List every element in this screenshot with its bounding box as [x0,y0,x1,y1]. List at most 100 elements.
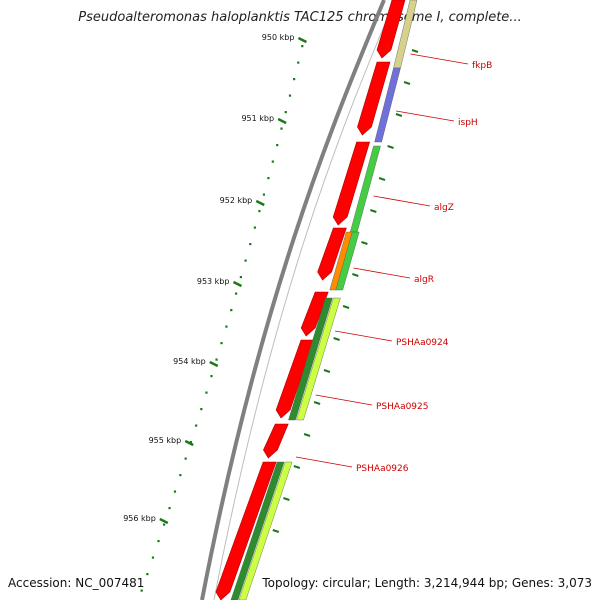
gene-label-PSHAa0925[interactable]: PSHAa0925 [376,402,428,412]
scale-dot [157,540,160,543]
scale-dot [205,391,208,394]
gene-leader-line [353,267,411,279]
gene-label-algZ[interactable]: algZ [434,203,454,213]
feature-dash [411,49,419,53]
gene-label-PSHAa0926[interactable]: PSHAa0926 [356,464,409,474]
feature-dash [333,337,340,341]
feature-dash [303,433,311,437]
scale-dot [230,309,233,312]
cds-arrow [275,339,315,419]
feature-bar-PSHAa0926 [238,461,293,600]
scale-tick-label: 951 kbp [241,114,274,123]
cds-arrow [300,291,329,337]
gene-leader-line [396,110,455,122]
scale-dot [249,243,252,246]
scale-dot [253,226,256,229]
scale-dot [220,342,223,345]
cds-arrow [332,141,371,226]
scale-dot [267,177,270,180]
cds-arrow [317,227,347,281]
scale-dot [288,94,292,97]
scale-dot [297,61,300,64]
scale-dot [258,210,261,213]
scale-dot [210,375,213,378]
feature-dash [272,529,280,533]
scale-dot [184,457,187,460]
feature-dash [387,145,394,149]
scale-dot [235,292,238,295]
accession-text: Accession: NC_007481 [8,576,145,590]
scale-dot [140,589,143,592]
gene-leader-line [335,330,393,342]
feature-dash [323,369,331,373]
gene-leader-line [315,394,373,406]
feature-dash [403,81,411,85]
scale-tick [277,117,287,125]
scale-dot [189,441,193,444]
backbone-arc [200,0,386,600]
feature-dash [352,273,359,277]
scale-dotted-track [140,45,304,592]
feature-dash [378,177,386,181]
feature-track [230,0,419,600]
scale-dot [262,193,266,196]
scale-tick-label: 950 kbp [262,33,295,42]
gene-leader-line [373,195,431,207]
cds-arrow [215,461,277,600]
gene-label-algR[interactable]: algR [414,275,434,285]
gene-labels: fkpB ispH algZ algR PSHAa0924 PSHAa0925 PSHAa0… [296,53,492,474]
gene-label-fkpB[interactable]: fkpB [472,61,492,71]
feature-bar-algZ [335,231,360,291]
scale-dot [151,556,155,559]
feature-dash [370,209,377,213]
gene-label-PSHAa0924[interactable]: PSHAa0924 [396,338,449,348]
feature-bar-PSHAa0924 [288,297,333,421]
scale-tick [159,517,169,525]
feature-dash [361,241,368,245]
scale-dot [179,474,182,477]
scale-tick [232,280,243,288]
scale-dot [284,111,287,114]
gene-leader-line [410,53,469,65]
scale-dot [301,45,304,48]
scale-tick-label: 952 kbp [220,196,253,205]
scale-dot [168,507,171,510]
scale-dot [271,160,274,163]
scale-dot [215,358,218,361]
scale-dot [293,78,296,81]
scale-tick-label: 956 kbp [123,514,156,523]
scale-tick [184,439,194,447]
feature-dash [342,305,350,309]
feature-bar-PSHAa0925 [296,297,341,421]
scale-tick [297,36,307,44]
genome-summary: Topology: circular; Length: 3,214,944 bp… [262,576,592,590]
cds-arrow [357,61,391,136]
scale-dot [200,408,203,411]
scale-ticks: 950 kbp 951 kbp 952 kbp 953 kbp 954 kbp 955 k… [123,33,307,525]
cds-track [215,0,406,600]
scale-tick [209,360,219,368]
cds-arrow [263,423,289,459]
scale-tick [255,199,265,207]
scale-dot [244,259,247,262]
backbone-inner-arc [213,0,396,600]
scale-dot [280,127,283,130]
scale-dot [225,325,228,328]
scale-dot [239,276,242,279]
scale-tick-label: 954 kbp [173,357,206,366]
scale-dot [146,573,149,576]
feature-bar-PSHAa0924 [230,461,285,600]
feature-dash [395,113,403,117]
cds-arrow [376,0,406,59]
gene-label-ispH[interactable]: ispH [458,118,478,128]
scale-dot [195,424,198,427]
scale-dot [162,523,166,526]
scale-tick-label: 955 kbp [149,436,182,445]
gene-leader-line [296,456,353,468]
scale-dot [276,144,279,147]
scale-dot [173,490,177,493]
feature-dash [283,497,290,501]
feature-dash [313,401,321,405]
feature-bar-ispH [374,67,401,143]
